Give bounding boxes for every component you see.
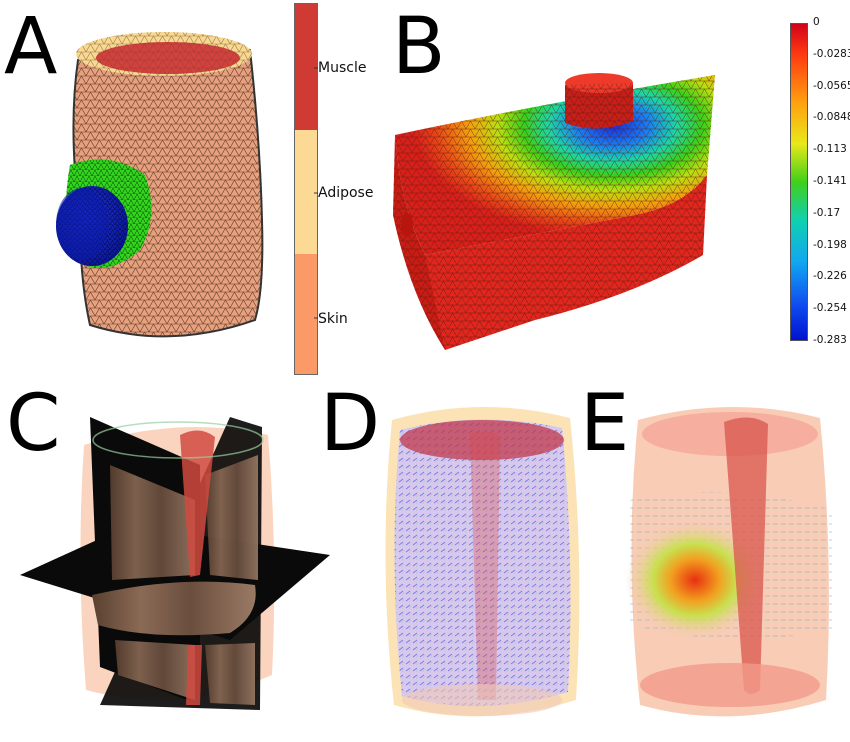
strain-hotspot <box>625 520 765 640</box>
panel-e-vector-field-figure <box>625 406 832 717</box>
tissue-colorbar <box>294 3 318 375</box>
bone-d <box>470 431 500 700</box>
colorbar-tick-label: -0.0283 <box>813 47 850 60</box>
panel-a-mesh-figure <box>56 32 264 338</box>
panel-label-c: C <box>6 379 61 469</box>
colorbar-tick-label: 0 <box>813 16 820 28</box>
limb-top-cross-section <box>76 32 252 76</box>
panel-label-e: E <box>580 379 630 469</box>
colorbar-tick-label: -0.113 <box>813 143 847 156</box>
panel-d-vector-field-figure <box>385 406 580 717</box>
mesh-top-surface <box>395 75 715 255</box>
colorbar-muscle <box>294 3 318 130</box>
panel-label-d: D <box>320 379 381 469</box>
colorbar-tick-label: -0.0848 <box>813 111 850 124</box>
panel-b-displacement-figure <box>393 73 715 350</box>
colorbar-tick-label: -0.17 <box>813 206 841 219</box>
colorbar-skin <box>294 254 318 375</box>
panel-label-b: B <box>392 2 446 92</box>
indenter-cylinder-b <box>565 73 633 129</box>
legend-label-skin: Skin <box>318 311 348 327</box>
colorbar-tick-label: -0.226 <box>813 270 847 283</box>
panel-c-mri-slices-figure <box>20 417 330 710</box>
displacement-colorbar <box>790 23 808 341</box>
colorbar-tick-label: -0.0565 <box>813 79 850 92</box>
legend-label-adipose: Adipose <box>318 185 374 201</box>
panel-label-a: A <box>4 2 58 92</box>
colorbar-tick-label: -0.141 <box>813 175 847 187</box>
colorbar-tick-label: -0.254 <box>813 302 847 315</box>
mesh-section-face <box>393 135 707 350</box>
colorbar-tick-label: -0.198 <box>813 238 847 251</box>
colorbar-tick-label: -0.283 <box>813 334 847 346</box>
bone-e <box>724 417 768 694</box>
indenter <box>56 186 128 266</box>
mri-slice-planes <box>20 417 330 710</box>
bone-c <box>180 430 215 705</box>
legend-label-muscle: Muscle <box>318 60 367 76</box>
colorbar-adipose <box>294 130 318 254</box>
